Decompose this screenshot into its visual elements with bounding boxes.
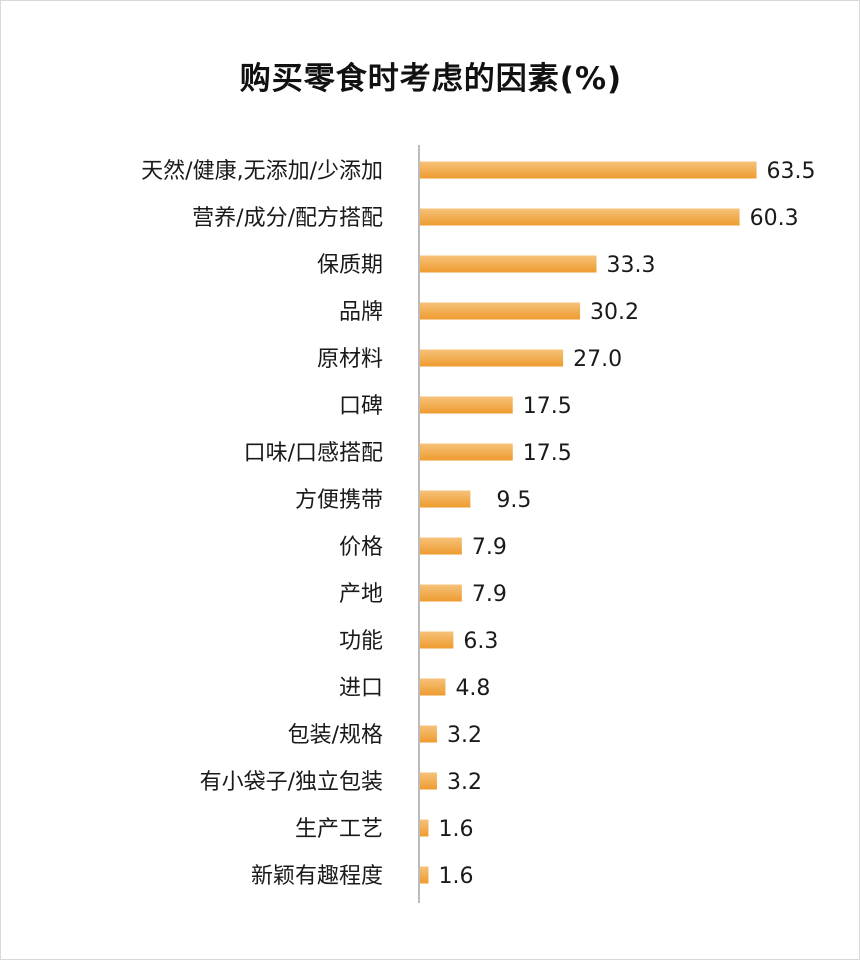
category-label: 天然/健康,无添加/少添加	[141, 159, 383, 184]
bar	[420, 443, 513, 461]
bar	[420, 161, 757, 179]
category-label: 包装/规格	[288, 723, 383, 748]
value-label: 17.5	[523, 441, 572, 466]
category-label: 价格	[339, 535, 383, 560]
bar-series: 天然/健康,无添加/少添加 63.5 营养/成分/配方搭配 60.3 保质期 33.3 品牌…	[141, 159, 815, 889]
value-label: 7.9	[472, 535, 507, 560]
bar	[420, 584, 462, 602]
category-label: 口味/口感搭配	[244, 441, 383, 466]
bar	[420, 208, 740, 226]
category-label: 有小袋子/独立包装	[200, 770, 383, 795]
category-label: 产地	[339, 582, 383, 607]
value-label: 1.6	[438, 864, 473, 889]
value-label: 3.2	[447, 770, 482, 795]
category-label: 品牌	[339, 300, 383, 325]
bar	[420, 537, 462, 555]
bar	[420, 302, 581, 320]
value-label: 1.6	[438, 817, 473, 842]
value-label: 3.2	[447, 723, 482, 748]
bar	[420, 678, 446, 696]
bar	[420, 396, 513, 414]
category-label: 方便携带	[295, 488, 383, 513]
bar	[420, 255, 597, 273]
chart-title: 购买零食时考虑的因素(%)	[239, 61, 623, 97]
value-label: 27.0	[573, 347, 622, 372]
category-label: 生产工艺	[295, 817, 383, 842]
category-label: 新颖有趣程度	[251, 864, 383, 889]
bar	[420, 866, 429, 884]
value-label: 63.5	[767, 159, 816, 184]
bar	[420, 772, 437, 790]
bar	[420, 490, 471, 508]
category-label: 保质期	[317, 253, 383, 278]
value-label: 9.5	[496, 488, 531, 513]
category-label: 原材料	[317, 347, 383, 372]
bar	[420, 725, 437, 743]
category-label: 功能	[339, 629, 383, 654]
value-label: 7.9	[472, 582, 507, 607]
value-label: 4.8	[455, 676, 490, 701]
category-label: 口碑	[339, 394, 383, 419]
value-label: 30.2	[590, 300, 639, 325]
bar	[420, 819, 429, 837]
category-label: 进口	[339, 676, 383, 701]
value-label: 6.3	[463, 629, 498, 654]
category-label: 营养/成分/配方搭配	[192, 206, 383, 231]
value-label: 33.3	[606, 253, 655, 278]
value-label: 17.5	[523, 394, 572, 419]
bar	[420, 349, 564, 367]
bar	[420, 631, 454, 649]
value-label: 60.3	[750, 206, 799, 231]
